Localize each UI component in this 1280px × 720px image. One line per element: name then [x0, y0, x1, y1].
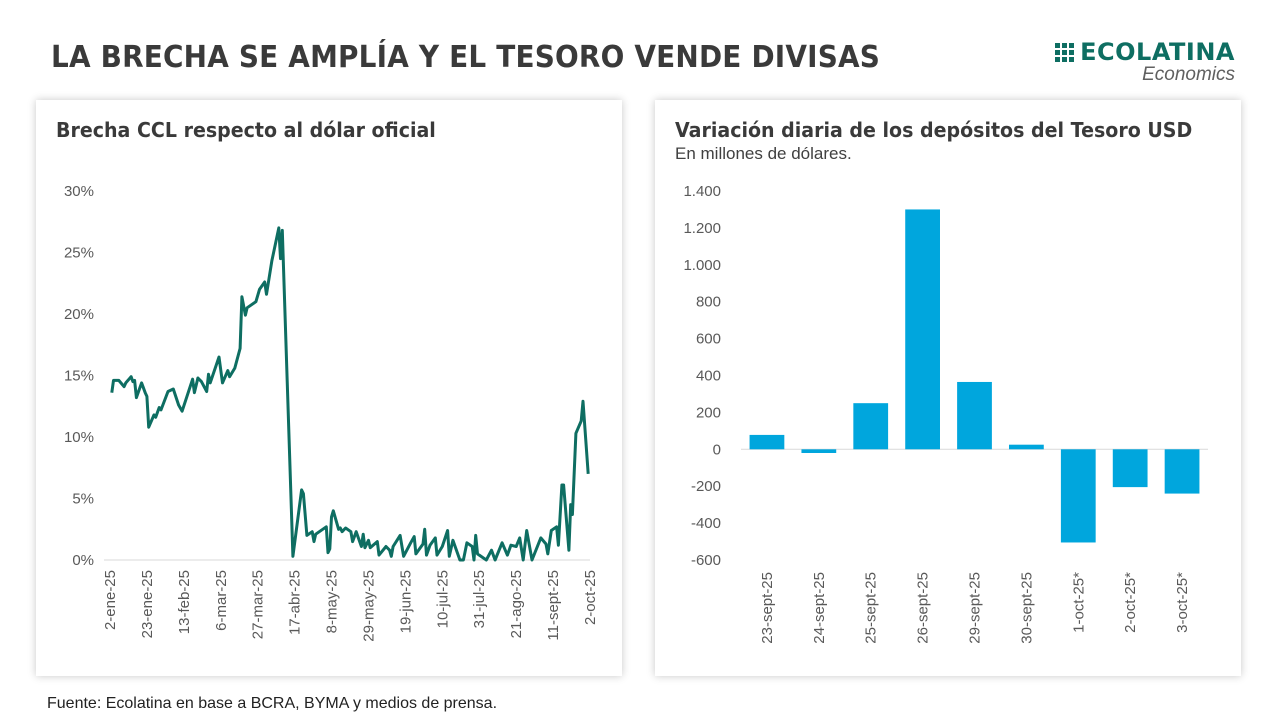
y-tick-label: 25% [64, 245, 94, 262]
bar [1009, 444, 1044, 450]
x-tick-label: 24-sept-25 [811, 572, 828, 644]
bar [957, 381, 992, 450]
bar [1112, 449, 1148, 488]
brecha-series-line [110, 226, 590, 562]
chart-title: Brecha CCL respecto al dólar oficial [56, 118, 436, 142]
source-note: Fuente: Ecolatina en base a BCRA, BYMA y… [47, 695, 498, 712]
chart-title: Variación diaria de los depósitos del Te… [675, 118, 1193, 142]
logo: ECOLATINA Economics [1055, 38, 1235, 86]
logo-name: ECOLATINA [1080, 38, 1235, 66]
bar [1060, 449, 1096, 543]
y-tick-label: 1.400 [683, 183, 721, 200]
logo-subtitle: Economics [1142, 64, 1235, 85]
x-tick-label: 23-sept-25 [759, 572, 776, 644]
x-tick-label: 23-ene-25 [139, 570, 156, 638]
y-tick-label: 30% [64, 183, 94, 200]
y-tick-label: 400 [696, 368, 721, 385]
x-tick-label: 2-oct-25* [1122, 572, 1139, 633]
y-tick-label: 20% [64, 306, 94, 323]
x-tick-label: 29-sept-25 [967, 572, 984, 644]
bar [905, 209, 940, 450]
y-tick-label: 10% [64, 429, 94, 446]
y-tick-label: -200 [691, 478, 721, 495]
chart-subtitle: En millones de dólares. [675, 144, 852, 163]
y-tick-label: 600 [696, 331, 721, 348]
x-tick-label: 26-sept-25 [915, 572, 932, 644]
y-tick-label: 5% [72, 491, 94, 508]
x-tick-label: 3-oct-25* [1174, 572, 1191, 633]
y-tick-label: 1.000 [683, 257, 721, 274]
deposits-bar-chart: -600 -400 -200 0 200 400 600 800 1.000 1.200 1.400… [683, 183, 1208, 644]
deposits-chart-card: Variación diaria de los depósitos del Te… [655, 100, 1241, 676]
y-tick-label: 1.200 [683, 220, 721, 237]
x-tick-label: 21-ago-25 [508, 570, 525, 638]
x-tick-label: 1-oct-25* [1070, 572, 1087, 633]
bar [1164, 449, 1200, 494]
x-tick-label: 2-ene-25 [102, 570, 119, 630]
y-tick-label: 15% [64, 368, 94, 385]
y-tick-label: 0 [713, 441, 721, 458]
x-tick-label: 25-sept-25 [863, 572, 880, 644]
y-tick-label: 800 [696, 294, 721, 311]
x-tick-label: 31-jul-25 [471, 570, 488, 628]
x-tick-label: 11-sept-25 [545, 570, 562, 641]
brecha-chart-card: Brecha CCL respecto al dólar oficial 0% 5… [36, 100, 622, 676]
bar [801, 449, 837, 453]
x-tick-label: 19-jun-25 [397, 570, 414, 633]
bar [749, 434, 785, 450]
y-tick-label: -600 [691, 552, 721, 569]
x-tick-label: 10-jul-25 [434, 570, 451, 628]
x-tick-label: 29-may-25 [360, 570, 377, 642]
y-tick-label: 0% [72, 552, 94, 569]
bar [853, 403, 889, 450]
x-tick-label: 13-feb-25 [176, 570, 193, 634]
logo-grid-icon [1055, 42, 1075, 62]
x-tick-label: 17-abr-25 [287, 570, 304, 635]
x-tick-label: 8-may-25 [324, 570, 341, 633]
x-tick-label: 6-mar-25 [213, 570, 230, 631]
x-tick-label: 27-mar-25 [250, 570, 267, 639]
y-tick-label: -400 [691, 515, 721, 532]
brecha-line-chart: 0% 5% 10% 15% 20% 25% 30% 2-ene-25 23-ene-25 13-f… [64, 183, 599, 642]
y-tick-label: 200 [696, 404, 721, 421]
x-tick-label: 2-oct-25 [582, 570, 599, 625]
page-title: LA BRECHA SE AMPLÍA Y EL TESORO VENDE DI… [51, 40, 881, 75]
x-tick-label: 30-sept-25 [1018, 572, 1035, 644]
